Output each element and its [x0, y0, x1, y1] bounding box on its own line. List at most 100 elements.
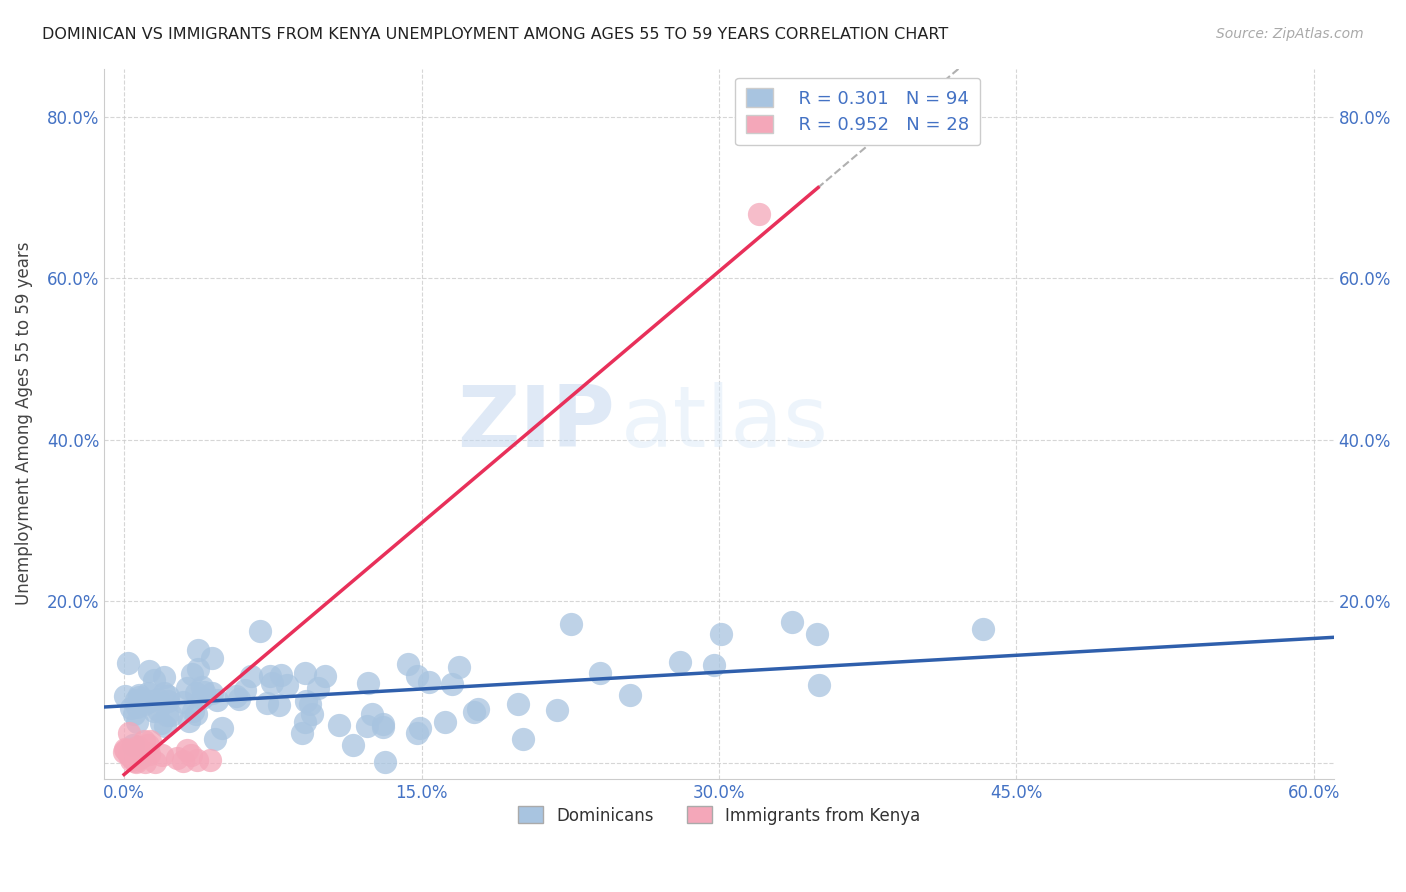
Legend: Dominicans, Immigrants from Kenya: Dominicans, Immigrants from Kenya [508, 797, 931, 835]
Point [463, 705, 485, 719]
Point [129, 750, 152, 764]
Point [204, 731, 226, 746]
Point [710, 627, 733, 641]
Point [669, 655, 692, 669]
Point [198, 753, 221, 767]
Y-axis label: Unemployment Among Ages 55 to 59 years: Unemployment Among Ages 55 to 59 years [15, 242, 32, 606]
Point [619, 689, 641, 703]
Point [703, 658, 725, 673]
Point [211, 721, 233, 735]
Point [124, 754, 146, 768]
Point [122, 707, 145, 722]
Point [138, 686, 160, 700]
Point [270, 668, 292, 682]
Point [589, 666, 612, 681]
Point [342, 738, 364, 752]
Point [269, 698, 291, 712]
Point [115, 743, 138, 757]
Point [328, 718, 350, 732]
Point [449, 660, 471, 674]
Point [782, 615, 804, 629]
Point [172, 695, 194, 709]
Point [129, 749, 152, 764]
Point [181, 704, 204, 718]
Point [153, 670, 176, 684]
Point [256, 696, 278, 710]
Point [153, 719, 176, 733]
Point [132, 734, 155, 748]
Point [118, 747, 141, 762]
Point [120, 701, 142, 715]
Point [191, 690, 214, 705]
Point [127, 700, 149, 714]
Text: DOMINICAN VS IMMIGRANTS FROM KENYA UNEMPLOYMENT AMONG AGES 55 TO 59 YEARS CORREL: DOMINICAN VS IMMIGRANTS FROM KENYA UNEMP… [42, 27, 949, 42]
Point [160, 707, 183, 722]
Point [114, 690, 136, 704]
Point [418, 675, 440, 690]
Point [120, 743, 142, 757]
Point [371, 720, 394, 734]
Point [114, 742, 136, 756]
Point [307, 681, 329, 696]
Point [201, 685, 224, 699]
Point [127, 714, 149, 729]
Point [125, 693, 148, 707]
Point [374, 755, 396, 769]
Point [150, 748, 173, 763]
Point [187, 662, 209, 676]
Point [259, 669, 281, 683]
Point [405, 669, 427, 683]
Point [139, 693, 162, 707]
Point [260, 675, 283, 690]
Point [373, 716, 395, 731]
Point [396, 657, 419, 672]
Point [298, 697, 321, 711]
Point [156, 708, 179, 723]
Point [138, 747, 160, 761]
Point [128, 688, 150, 702]
Point [138, 734, 160, 748]
Point [166, 750, 188, 764]
Point [301, 706, 323, 721]
Point [434, 714, 457, 729]
Point [409, 721, 432, 735]
Point [406, 726, 429, 740]
Point [748, 207, 770, 221]
Point [157, 694, 180, 708]
Point [294, 714, 316, 729]
Point [146, 703, 169, 717]
Point [228, 691, 250, 706]
Point [291, 726, 314, 740]
Point [176, 743, 198, 757]
Point [180, 747, 202, 762]
Point [125, 755, 148, 769]
Point [138, 664, 160, 678]
Point [440, 676, 463, 690]
Point [294, 665, 316, 680]
Point [128, 690, 150, 704]
Point [150, 716, 173, 731]
Point [143, 755, 166, 769]
Point [127, 739, 149, 754]
Point [276, 678, 298, 692]
Point [239, 669, 262, 683]
Point [179, 714, 201, 729]
Point [295, 694, 318, 708]
Point [134, 698, 156, 712]
Text: ZIP: ZIP [457, 382, 614, 466]
Point [512, 731, 534, 746]
Point [314, 669, 336, 683]
Point [143, 673, 166, 687]
Point [187, 642, 209, 657]
Point [118, 726, 141, 740]
Text: atlas: atlas [620, 382, 828, 466]
Point [972, 622, 994, 636]
Point [134, 755, 156, 769]
Point [181, 667, 204, 681]
Point [120, 753, 142, 767]
Point [191, 680, 214, 694]
Point [467, 702, 489, 716]
Point [184, 707, 207, 722]
Text: Source: ZipAtlas.com: Source: ZipAtlas.com [1216, 27, 1364, 41]
Point [508, 697, 530, 711]
